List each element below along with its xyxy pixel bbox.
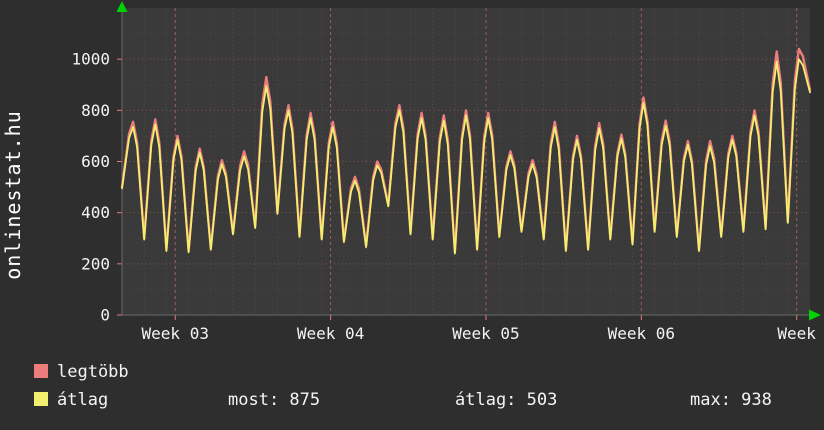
legend-swatch-legtobb xyxy=(34,364,48,378)
y-axis-label: 800 xyxy=(81,101,110,120)
stat-max: max: 938 xyxy=(690,390,772,410)
y-axis-label: 400 xyxy=(81,203,110,222)
stat-most: most: 875 xyxy=(228,390,321,410)
plot-area xyxy=(122,8,810,315)
legend-label-legtobb: legtöbb xyxy=(57,362,129,382)
stat-atlag: átlag: 503 xyxy=(455,390,558,410)
y-axis-label: 600 xyxy=(81,152,110,171)
y-axis-arrow-icon xyxy=(116,1,128,12)
x-axis-label: Week 05 xyxy=(452,324,519,343)
y-axis-label: 1000 xyxy=(71,50,110,69)
x-axis-label: Week 06 xyxy=(608,324,675,343)
x-axis-arrow-icon xyxy=(809,309,821,321)
series-line-atlag xyxy=(121,58,811,255)
x-axis-label: Week 03 xyxy=(142,324,209,343)
legend-swatch-atlag xyxy=(34,392,48,406)
x-axis-label: Week xyxy=(777,324,816,343)
y-axis-label: 200 xyxy=(81,254,110,273)
legend-label-atlag: átlag xyxy=(57,390,109,410)
y-axis-label: 0 xyxy=(100,306,110,325)
x-axis-label: Week 04 xyxy=(297,324,364,343)
